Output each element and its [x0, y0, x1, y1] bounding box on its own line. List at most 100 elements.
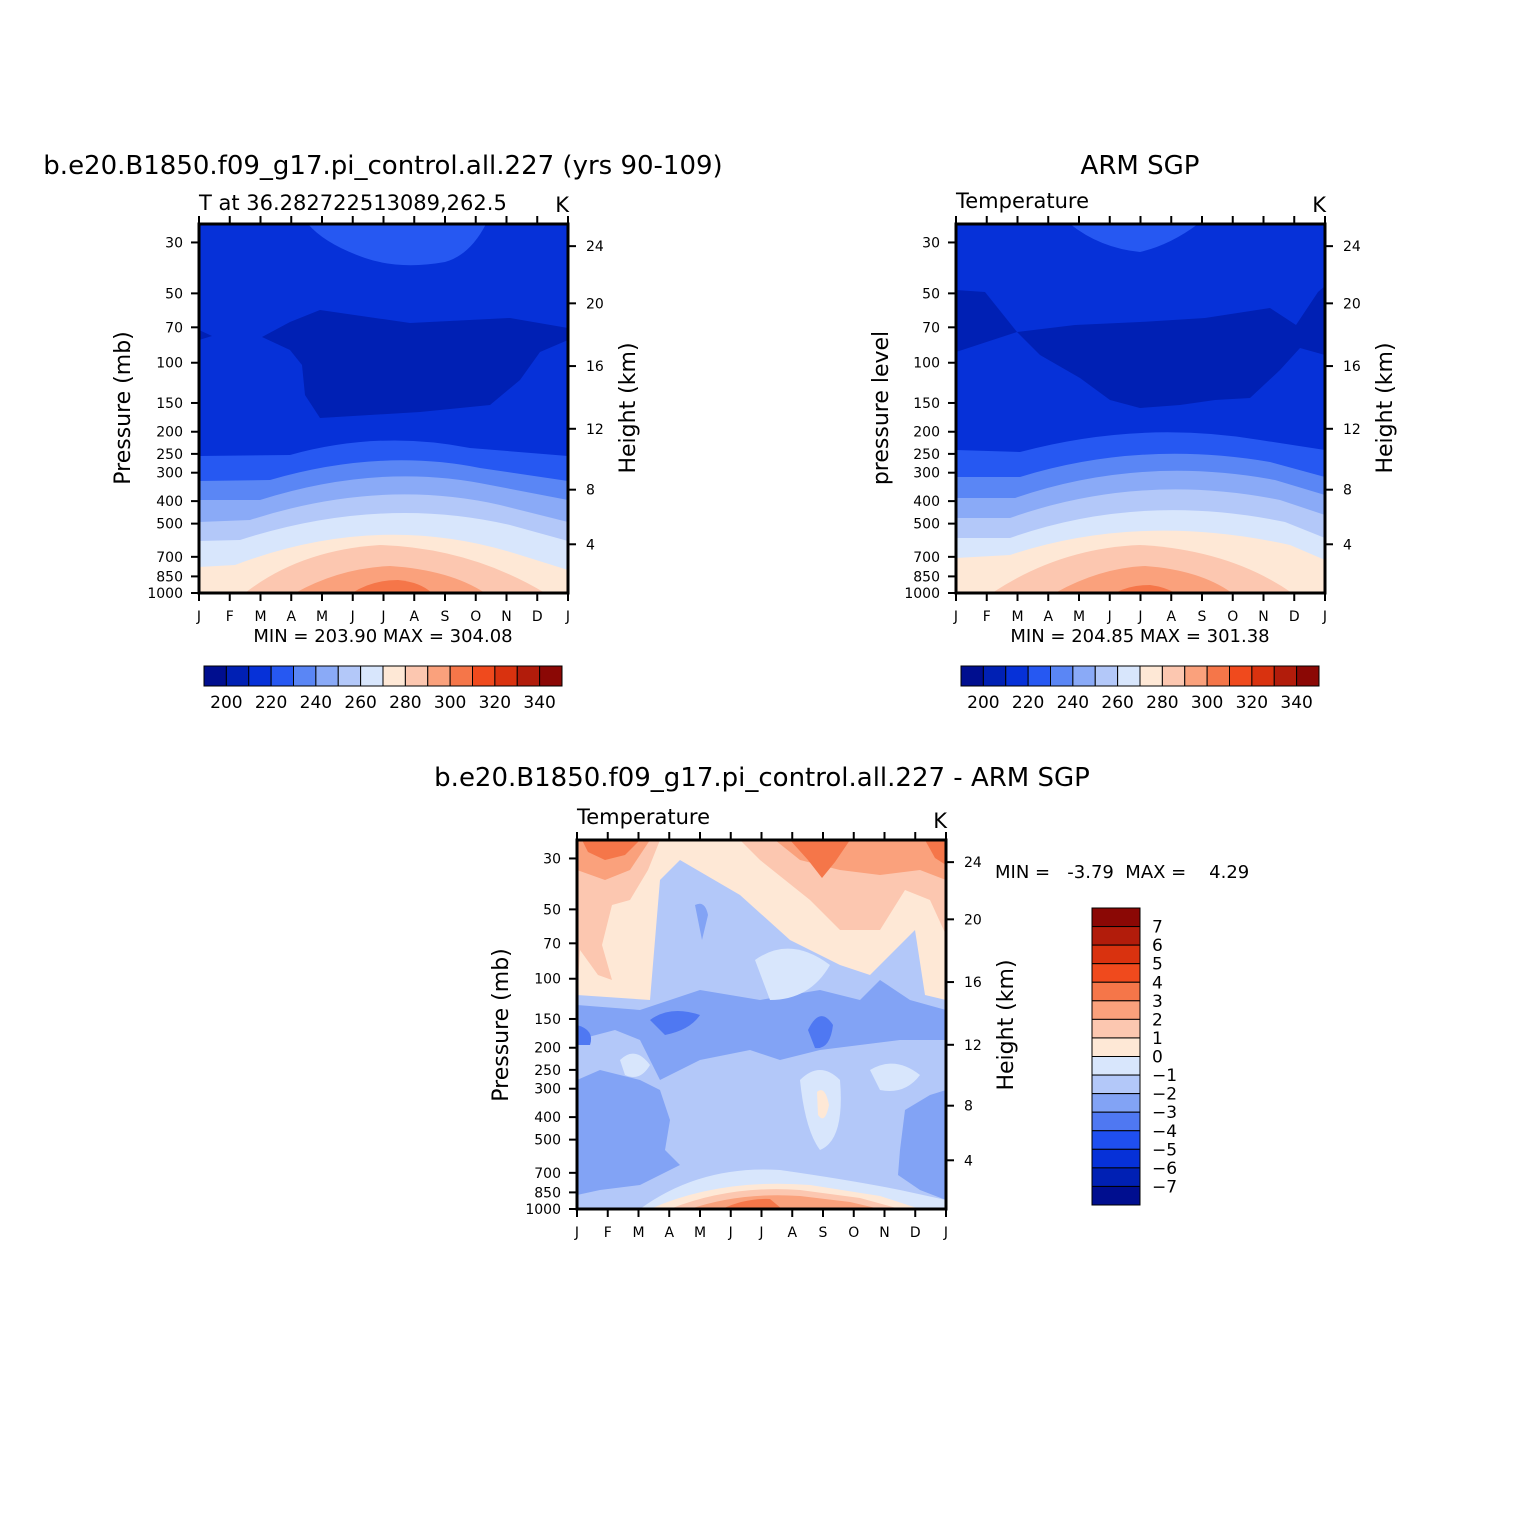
panel-model-ylabel: Pressure (mb)	[111, 331, 136, 485]
colorbar-swatch	[293, 665, 317, 687]
colorbar-label: −7	[1152, 1177, 1177, 1197]
x-tick-label: J	[1137, 609, 1142, 625]
y-tick-label: 30	[922, 235, 940, 251]
x-tick-label: A	[1043, 609, 1053, 625]
x-tick-label: J	[1322, 609, 1327, 625]
panel-obs-stats: MIN = 204.85 MAX = 301.38	[1010, 626, 1269, 647]
x-tick-label: M	[1011, 609, 1023, 625]
panel-obs-units: K	[1312, 193, 1327, 217]
panel-diff-ylabel-right: Height (km)	[994, 959, 1019, 1090]
panel-model-title: b.e20.B1850.f09_g17.pi_control.all.227 (…	[43, 151, 722, 181]
colorbar-swatch	[1117, 665, 1141, 687]
x-tick-label: N	[1258, 609, 1268, 625]
y-tick-label: 150	[534, 1012, 561, 1028]
x-tick-label: S	[1198, 609, 1207, 625]
y-tick-label: 500	[913, 517, 940, 533]
contour-diff-pocket-4to5-c	[577, 1025, 592, 1045]
colorbar-swatch	[1091, 1018, 1141, 1039]
contour-diff-pocket-4to5-b	[808, 1016, 833, 1049]
y-right-tick-label: 8	[1343, 483, 1352, 499]
x-tick-label: M	[254, 609, 266, 625]
contour-obs-upper-warm	[1070, 224, 1198, 252]
y-tick-label: 500	[156, 517, 183, 533]
y-right-tick-label: 16	[964, 975, 982, 991]
y-tick-label: 250	[156, 447, 183, 463]
colorbar-label: 340	[1280, 693, 1312, 713]
x-tick-label: J	[565, 609, 570, 625]
panel-model-subtitle: T at 36.282722513089,262.5	[198, 191, 507, 215]
colorbar-swatch	[1184, 665, 1208, 687]
contour-diff-midcold-band	[577, 980, 946, 1080]
y-right-tick-label: 12	[586, 422, 604, 438]
colorbar-swatch	[1027, 665, 1051, 687]
y-tick-label: 250	[913, 447, 940, 463]
y-tick-label: 50	[543, 902, 561, 918]
y-tick-label: 850	[913, 569, 940, 585]
colorbar-label: 340	[523, 693, 555, 713]
contour-model-upper-warm	[308, 224, 486, 266]
x-tick-label: A	[1166, 609, 1176, 625]
x-tick-label: D	[910, 1225, 921, 1241]
contour-diff-upper-3to4-right	[790, 840, 850, 878]
colorbar-swatch	[1139, 665, 1163, 687]
colorbar-swatch	[315, 665, 339, 687]
colorbar-label: 6	[1152, 936, 1163, 956]
colorbar-label: 240	[1057, 693, 1089, 713]
x-tick-label: A	[664, 1225, 674, 1241]
x-tick-label: O	[470, 609, 481, 625]
colorbar-label: −1	[1152, 1066, 1177, 1086]
y-tick-label: 150	[156, 396, 183, 412]
colorbar-swatch	[1091, 1056, 1141, 1076]
panel-diff: b.e20.B1850.f09_g17.pi_control.all.227 -…	[434, 763, 1249, 1241]
colorbar-swatch	[1273, 665, 1298, 687]
colorbar-swatch	[1161, 665, 1186, 687]
x-tick-label: S	[441, 609, 450, 625]
colorbar-swatch	[270, 665, 294, 687]
colorbar-swatch	[1091, 1000, 1141, 1020]
y-tick-label: 150	[913, 396, 940, 412]
y-right-tick-label: 4	[1343, 537, 1352, 553]
panel-model-contours	[199, 224, 568, 593]
y-tick-label: 200	[913, 425, 940, 441]
colorbar-swatch	[404, 665, 429, 687]
x-tick-label: O	[848, 1225, 859, 1241]
colorbar-swatch	[1072, 665, 1096, 687]
contour-diff-midcold-west	[577, 1070, 680, 1195]
colorbar-swatch	[360, 665, 384, 687]
colorbar-label: 1	[1152, 1029, 1163, 1049]
y-tick-label: 850	[156, 569, 183, 585]
contour-diff-surface-3to4	[722, 1198, 782, 1209]
y-tick-label: 100	[534, 972, 561, 988]
colorbar-swatch	[1206, 665, 1230, 687]
colorbar-swatch	[1091, 1130, 1141, 1150]
colorbar-swatch	[472, 665, 496, 687]
colorbar-swatch	[1229, 665, 1253, 687]
colorbar-swatch	[1091, 1111, 1141, 1132]
colorbar-swatch	[1251, 665, 1275, 687]
contour-diff-upper-3to4-edge	[925, 840, 946, 865]
colorbar-swatch	[1005, 665, 1029, 687]
y-right-tick-label: 20	[1343, 296, 1361, 312]
x-tick-label: J	[574, 1225, 579, 1241]
y-tick-label: 100	[156, 356, 183, 372]
colorbar-label: 200	[967, 693, 999, 713]
colorbar-label: −3	[1152, 1103, 1177, 1123]
colorbar-label: −2	[1152, 1085, 1177, 1105]
colorbar-label: 300	[1191, 693, 1223, 713]
panel-diff-stats: MIN = -3.79 MAX = 4.29	[995, 862, 1249, 883]
x-tick-label: A	[787, 1225, 797, 1241]
contour-diff-pocket-near0-b	[870, 1063, 920, 1091]
colorbar-swatch	[539, 665, 563, 687]
y-tick-label: 700	[913, 550, 940, 566]
panel-obs-contours	[956, 224, 1325, 593]
y-right-tick-label: 4	[586, 537, 595, 553]
x-tick-label: J	[728, 1225, 733, 1241]
colorbar-swatch	[1091, 1167, 1141, 1187]
contour-diff-pocket-near0-c	[755, 948, 830, 1000]
y-tick-label: 100	[913, 356, 940, 372]
x-tick-label: J	[380, 609, 385, 625]
panel-model-ylabel-right: Height (km)	[616, 342, 641, 473]
x-tick-label: F	[983, 609, 991, 625]
colorbar-swatch	[1296, 665, 1320, 687]
colorbar-swatch	[248, 665, 272, 687]
